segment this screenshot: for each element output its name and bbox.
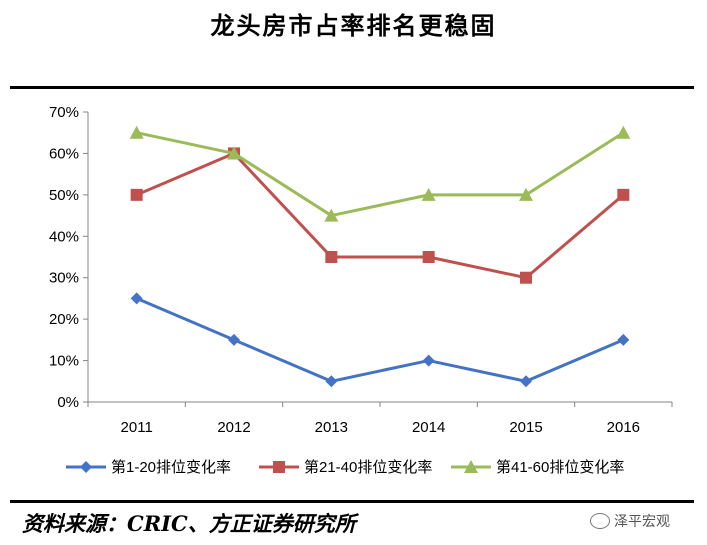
y-tick-label: 30%: [49, 270, 79, 287]
series-3-point: [519, 187, 533, 201]
y-tick-label: 50%: [49, 187, 79, 204]
series-3-point: [616, 125, 631, 139]
series-1-point: [325, 375, 338, 388]
x-tick-label: 2012: [217, 419, 250, 436]
series-2-point: [617, 188, 630, 201]
watermark-text: 泽平宏观: [614, 514, 670, 530]
series-line-1: [136, 297, 624, 383]
legend-label-2: 第21-40排位变化率: [304, 458, 432, 476]
line-chart: 0% 10% 20% 30% 40% 50% 60% 70% 2011 2012 2013 2014 2…: [49, 104, 673, 476]
legend-label-1: 第1-20排位变化率: [111, 458, 231, 476]
series-3-point: [324, 208, 339, 222]
chat-bubble-icon: [590, 513, 610, 529]
series-3-point: [421, 187, 436, 201]
y-tick-label: 40%: [49, 228, 79, 245]
series-1-point: [520, 375, 532, 388]
x-tick-label: 2015: [509, 419, 542, 436]
series-2-point: [422, 251, 435, 263]
legend-marker-1: [80, 461, 92, 473]
legend-label-3: 第41-60排位变化率: [496, 458, 624, 476]
series-2-point: [520, 271, 532, 284]
series-line-3: [136, 131, 625, 218]
series-1-point: [130, 292, 143, 305]
series-1-point: [617, 333, 630, 346]
y-tick-label: 70%: [49, 104, 79, 121]
y-tick-label: 0%: [57, 394, 79, 411]
y-tick-label: 10%: [49, 353, 79, 370]
y-tick-label: 20%: [49, 311, 79, 328]
x-tick-label: 2014: [412, 419, 445, 436]
series-2-point: [130, 188, 143, 201]
legend-marker-3: [464, 460, 478, 473]
y-tick-label: 60%: [49, 145, 79, 162]
source-note: 资料来源：CRIC、方正证券研究所: [22, 511, 356, 536]
series-3-point: [227, 146, 241, 160]
series-1-point: [422, 354, 435, 367]
series-line-2: [136, 151, 625, 280]
series-1-point: [228, 333, 240, 346]
watermark: 泽平宏观: [590, 511, 670, 531]
x-tick-label: 2013: [315, 419, 348, 436]
series-3-point: [129, 125, 144, 139]
bottom-rule: [10, 500, 694, 503]
x-tick-label: 2011: [121, 419, 153, 436]
legend-marker-2: [273, 461, 285, 473]
top-rule: [10, 86, 694, 89]
series-2-point: [325, 251, 338, 263]
chart-title: 龙头房市占率排名更稳固: [210, 11, 497, 40]
x-tick-label: 2016: [607, 419, 640, 436]
